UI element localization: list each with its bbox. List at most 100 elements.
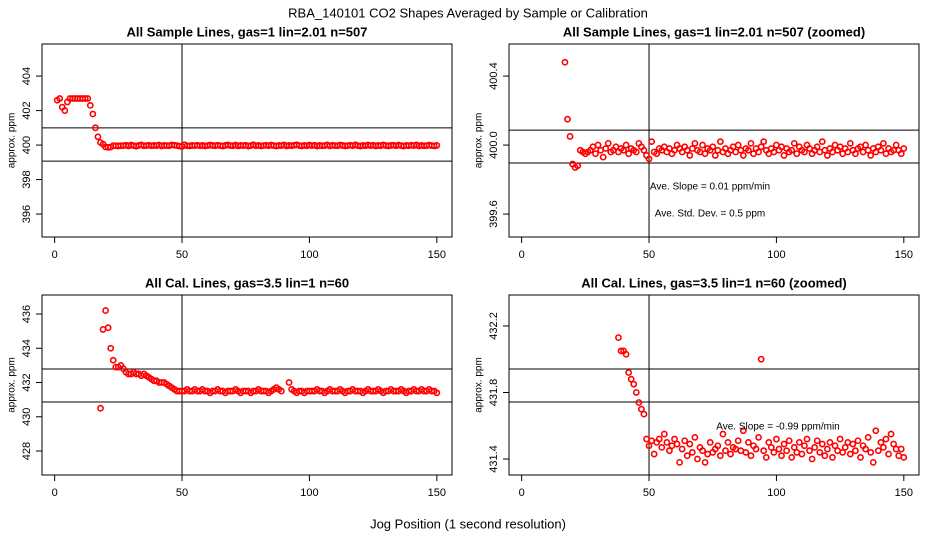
y-axis-label: approx. ppm [474, 113, 485, 169]
x-tick-label: 0 [519, 487, 525, 499]
figure-title: RBA_140101 CO2 Shapes Averaged by Sample… [288, 5, 648, 20]
point [561, 58, 569, 66]
point [890, 440, 898, 448]
point [900, 453, 908, 461]
point [671, 435, 678, 443]
x-tick-label: 100 [767, 487, 785, 499]
point [829, 453, 836, 461]
point [622, 141, 630, 149]
point [867, 152, 875, 159]
point [285, 379, 293, 386]
point [823, 445, 831, 453]
plot-area [615, 334, 908, 466]
point [645, 442, 653, 450]
point [94, 133, 102, 141]
point [566, 133, 574, 140]
point [709, 143, 717, 151]
point [813, 437, 821, 445]
point [760, 447, 768, 455]
x-tick-label: 150 [428, 487, 446, 499]
point [846, 450, 854, 458]
point [790, 443, 798, 451]
point [640, 410, 648, 418]
point [648, 138, 655, 146]
point [747, 139, 755, 147]
point [691, 139, 699, 147]
point [747, 452, 755, 460]
y-axis-label: approx. ppm [474, 357, 485, 413]
point [788, 453, 796, 461]
point [780, 152, 788, 159]
point [739, 152, 747, 159]
point [752, 445, 760, 453]
y-tick-label: 402 [21, 101, 33, 119]
point [803, 435, 811, 443]
x-tick-label: 150 [428, 249, 446, 261]
point [778, 452, 785, 460]
point [801, 442, 808, 450]
point [790, 139, 798, 147]
annotation: Ave. Slope = 0.01 ppm/min [650, 182, 770, 193]
point [839, 448, 847, 456]
point [816, 448, 824, 456]
point [900, 145, 908, 152]
point [757, 355, 765, 363]
x-tick-label: 50 [643, 249, 655, 261]
point [801, 148, 808, 156]
x-tick-label: 100 [300, 487, 318, 499]
y-tick-label: 400.4 [488, 62, 500, 90]
x-tick-label: 150 [895, 249, 913, 261]
point [724, 438, 732, 446]
point [818, 440, 826, 448]
point [755, 148, 762, 156]
point [882, 435, 890, 443]
point [739, 427, 747, 435]
point [795, 438, 803, 446]
point [757, 143, 765, 151]
point [897, 150, 905, 158]
point [773, 435, 780, 443]
point [632, 389, 640, 396]
point [811, 443, 819, 451]
point [783, 447, 791, 455]
point [780, 440, 788, 448]
point [760, 138, 768, 146]
x-tick-label: 0 [519, 249, 525, 261]
point [699, 447, 706, 455]
point [808, 455, 816, 463]
y-tick-label: 430 [21, 408, 33, 426]
point [102, 307, 109, 314]
annotation: Ave. Std. Dev. = 0.5 ppm [655, 209, 766, 220]
point [694, 455, 701, 463]
point [701, 150, 709, 158]
point [734, 141, 742, 149]
point [734, 437, 742, 445]
point [109, 356, 117, 364]
point [716, 138, 724, 146]
point [887, 430, 895, 438]
point [892, 141, 900, 149]
y-tick-label: 431.4 [488, 445, 500, 473]
point [852, 150, 859, 158]
point [617, 347, 625, 355]
y-tick-label: 432 [21, 373, 33, 391]
point [640, 146, 648, 154]
x-tick-label: 50 [643, 487, 655, 499]
y-tick-label: 434 [21, 339, 33, 357]
point [104, 324, 112, 332]
point [831, 442, 839, 450]
point [767, 443, 775, 451]
point [841, 443, 849, 451]
x-tick-label: 0 [52, 487, 58, 499]
y-axis-label: approx. ppm [7, 113, 18, 169]
point [765, 438, 773, 446]
point [673, 440, 681, 448]
point [770, 448, 778, 456]
point [744, 146, 752, 154]
point [788, 146, 796, 154]
point [81, 95, 89, 102]
point [854, 437, 862, 445]
point [630, 380, 638, 388]
